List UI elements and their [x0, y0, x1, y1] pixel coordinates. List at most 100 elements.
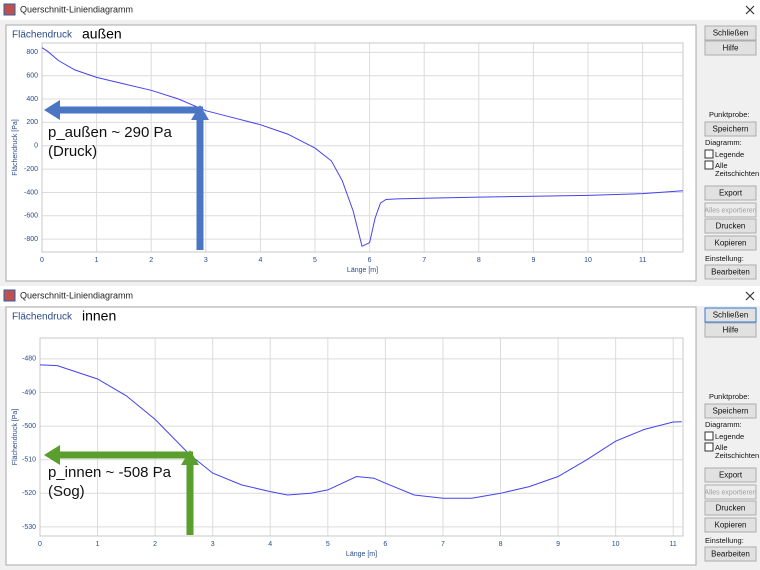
edit-button-label: Bearbeiten [711, 268, 750, 277]
y-tick-label: -800 [24, 236, 38, 243]
checkbox[interactable] [704, 442, 714, 452]
help-button[interactable] [704, 40, 757, 56]
save-button[interactable] [704, 403, 757, 419]
y-tick-label: -600 [24, 213, 38, 220]
export-button[interactable] [704, 185, 757, 201]
panel-label: Zeitschichten [715, 169, 759, 178]
annotation: p_innen ~ -508 Pa [48, 464, 172, 481]
export-button[interactable] [704, 467, 757, 483]
x-tick-label: 0 [38, 541, 42, 548]
close-icon[interactable] [745, 5, 755, 15]
x-tick-label: 11 [670, 541, 677, 548]
panel-label: Legende [715, 432, 744, 441]
print-button[interactable] [704, 218, 757, 234]
copy-button[interactable] [704, 235, 757, 251]
x-tick-label: 8 [499, 541, 503, 548]
x-tick-label: 9 [556, 541, 560, 548]
x-tick-label: 1 [96, 541, 100, 548]
chart-subtitle: außen [82, 26, 122, 42]
copy-button-label: Kopieren [714, 521, 746, 530]
x-tick-label: 8 [477, 257, 481, 264]
y-axis-label: Flächendruck [Pa] [12, 409, 19, 465]
x-axis-label: Länge [m] [347, 267, 378, 274]
export-all-button [704, 484, 757, 500]
y-tick-label: -500 [22, 423, 36, 430]
y-tick-label: 800 [26, 49, 38, 56]
x-tick-label: 6 [383, 541, 387, 548]
checkbox[interactable] [704, 431, 714, 441]
save-button[interactable] [704, 121, 757, 137]
panel-label: Alle [715, 161, 728, 170]
checkbox[interactable] [704, 160, 714, 170]
export-all-button [704, 202, 757, 218]
panel-label: Punktprobe: [709, 392, 749, 401]
y-tick-label: 0 [34, 143, 38, 150]
y-tick-label: -400 [24, 189, 38, 196]
arrow-head [44, 100, 60, 120]
y-tick-label: -200 [24, 166, 38, 173]
export-button-label: Export [719, 471, 743, 480]
x-tick-label: 0 [40, 257, 44, 264]
chart-title: Flächendruck [12, 312, 73, 323]
close-button-label: Schließen [713, 311, 749, 320]
chart-title: Flächendruck [12, 30, 73, 41]
edit-button[interactable] [704, 264, 757, 280]
help-button[interactable] [704, 322, 757, 338]
chart-panel [5, 24, 697, 282]
export-all-button-label: Alles exportieren [704, 207, 756, 214]
plot-frame [39, 337, 684, 537]
title-bar [0, 0, 760, 20]
y-tick-label: -530 [22, 524, 36, 531]
print-button-label: Drucken [716, 222, 746, 231]
annotation: (Druck) [48, 143, 97, 160]
chart-subtitle: innen [82, 308, 116, 324]
copy-button[interactable] [704, 517, 757, 533]
arrow-head [44, 445, 60, 465]
panel-label: Diagramm: [705, 420, 742, 429]
x-axis-label: Länge [m] [346, 551, 377, 558]
y-axis-label: Flächendruck [Pa] [12, 119, 19, 175]
panel-label: Diagramm: [705, 138, 742, 147]
x-tick-label: 4 [258, 257, 262, 264]
print-button[interactable] [704, 500, 757, 516]
copy-button-label: Kopieren [714, 239, 746, 248]
help-button-label: Hilfe [722, 44, 739, 53]
data-line [41, 47, 684, 247]
y-tick-label: -510 [22, 457, 36, 464]
x-tick-label: 6 [368, 257, 372, 264]
x-tick-label: 10 [584, 257, 592, 264]
save-button-label: Speichern [712, 125, 748, 134]
edit-button-label: Bearbeiten [711, 550, 750, 559]
close-button[interactable] [704, 307, 757, 323]
export-all-button-label: Alles exportieren [704, 489, 756, 496]
x-tick-label: 3 [211, 541, 215, 548]
close-button-label: Schließen [713, 29, 749, 38]
chart-panel [5, 306, 697, 566]
x-tick-label: 9 [531, 257, 535, 264]
x-tick-label: 1 [95, 257, 99, 264]
panel-label: Alle [715, 443, 728, 452]
data-line [39, 364, 682, 499]
print-button-label: Drucken [716, 504, 746, 513]
save-button-label: Speichern [712, 407, 748, 416]
window-title: Querschnitt-Liniendiagramm [20, 290, 133, 300]
x-tick-label: 5 [313, 257, 317, 264]
close-button[interactable] [704, 25, 757, 41]
x-tick-label: 2 [149, 257, 153, 264]
checkbox[interactable] [704, 149, 714, 159]
plot-frame [41, 42, 684, 253]
y-tick-label: -520 [22, 490, 36, 497]
panel-label: Einstellung: [705, 536, 744, 545]
y-tick-label: 400 [26, 96, 38, 103]
close-icon[interactable] [745, 291, 755, 301]
x-tick-label: 2 [153, 541, 157, 548]
x-tick-label: 4 [268, 541, 272, 548]
x-tick-label: 7 [441, 541, 445, 548]
panel-label: Legende [715, 150, 744, 159]
x-tick-label: 11 [639, 257, 646, 264]
x-tick-label: 3 [204, 257, 208, 264]
edit-button[interactable] [704, 546, 757, 562]
title-bar [0, 286, 760, 306]
annotation: (Sog) [48, 483, 85, 500]
